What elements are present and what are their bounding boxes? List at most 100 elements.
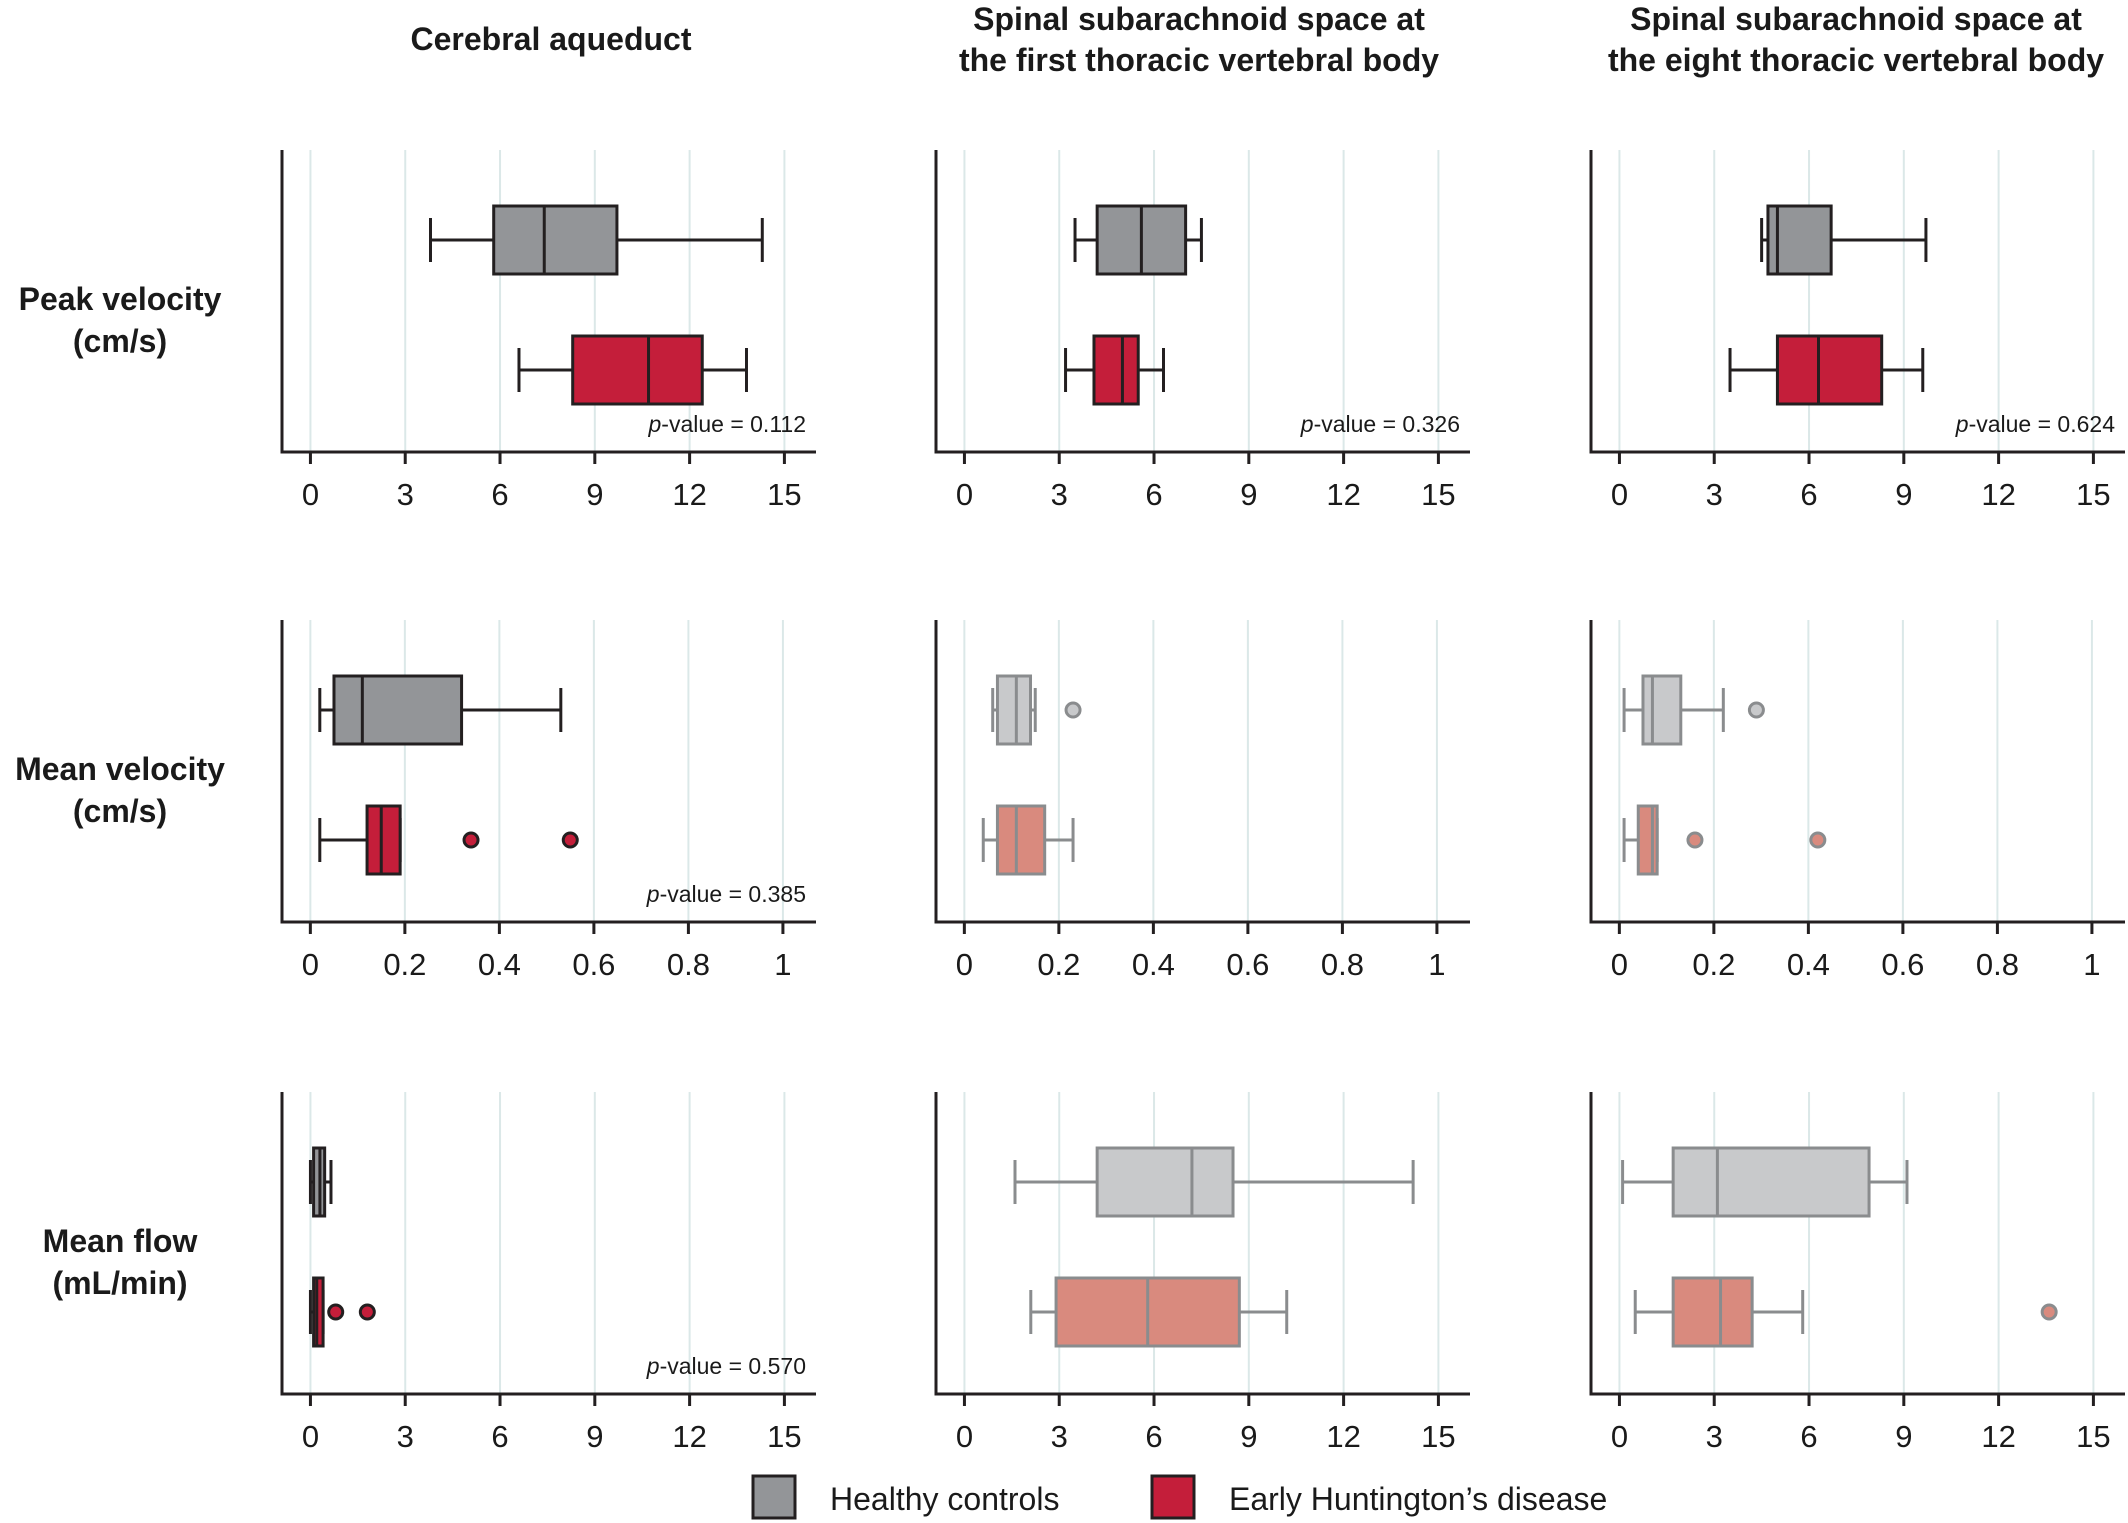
p-value-prefix: p: [647, 411, 661, 437]
panel-r2-c2: 0 3 6 9 12 15: [1589, 1092, 2125, 1454]
legend: Healthy controls Early Huntington’s disea…: [751, 1474, 1607, 1520]
iqr-box: [1671, 1276, 1754, 1348]
p-value-prefix: p: [646, 881, 660, 907]
legend-label-1: Early Huntington’s disease: [1229, 1481, 1607, 1517]
x-tick-label-3: 0.6: [1881, 947, 1924, 982]
iqr-box: [995, 804, 1047, 876]
row-label-2-line-1: (mL/min): [52, 1265, 187, 1301]
box-healthy: [318, 674, 563, 746]
x-tick-label-1: 3: [1051, 477, 1068, 512]
x-tick-label-4: 12: [1981, 477, 2015, 512]
box-huntington: [1633, 1276, 2058, 1348]
box-healthy: [429, 204, 764, 276]
box-healthy: [991, 674, 1082, 746]
row-label-1-line-0: Mean velocity: [15, 751, 225, 787]
box-huntington: [1622, 804, 1827, 876]
x-tick-label-5: 1: [1428, 947, 1445, 982]
box-huntington: [1064, 334, 1166, 406]
x-tick-label-2: 6: [491, 477, 508, 512]
row-label-2-line-0: Mean flow: [43, 1223, 198, 1259]
x-tick-label-1: 0.2: [1037, 947, 1080, 982]
x-tick-label-5: 15: [767, 1419, 801, 1454]
x-tick-label-0: 0: [956, 947, 973, 982]
panel-r2-c1: 0 3 6 9 12 15: [934, 1092, 1470, 1454]
outlier-0: [1064, 701, 1082, 719]
p-value-label: p-value = 0.112: [647, 411, 806, 437]
outlier-0: [1747, 701, 1765, 719]
box-huntington: [308, 1276, 376, 1348]
box-healthy: [1013, 1146, 1415, 1218]
x-tick-label-3: 0.6: [1226, 947, 1269, 982]
row-labels: Peak velocity (cm/s) Mean velocity (cm/s) Me…: [15, 281, 225, 1301]
p-value-prefix: p: [1955, 411, 1969, 437]
iqr-box: [571, 334, 704, 406]
row-label-1-line-1: (cm/s): [73, 793, 167, 829]
box-healthy: [1622, 674, 1765, 746]
x-tick-label-3: 9: [1895, 477, 1912, 512]
iqr-box: [312, 1276, 325, 1348]
legend-label-0: Healthy controls: [830, 1481, 1059, 1517]
x-tick-label-0: 0: [302, 1419, 319, 1454]
p-value-label: p-value = 0.326: [1300, 411, 1460, 437]
row-label-0-line-0: Peak velocity: [19, 281, 222, 317]
x-tick-label-5: 15: [767, 477, 801, 512]
p-value-prefix: p: [646, 1353, 660, 1379]
x-tick-label-2: 0.4: [478, 947, 521, 982]
x-tick-label-2: 6: [1145, 477, 1162, 512]
x-tick-label-0: 0: [1611, 477, 1628, 512]
box-healthy: [1073, 204, 1203, 276]
box-healthy: [1621, 1146, 1909, 1218]
iqr-box: [492, 204, 619, 276]
box-huntington: [981, 804, 1075, 876]
box-huntington: [318, 804, 579, 876]
x-tick-label-3: 0.6: [572, 947, 615, 982]
iqr-box: [1095, 1146, 1235, 1218]
x-tick-label-2: 0.4: [1132, 947, 1175, 982]
x-tick-label-0: 0: [1611, 1419, 1628, 1454]
x-tick-label-1: 3: [1706, 477, 1723, 512]
panel-r0-c2: 0 3 6 9 12 15 p-value = 0.624: [1589, 150, 2125, 512]
x-tick-label-5: 15: [2076, 1419, 2110, 1454]
x-tick-label-0: 0: [302, 947, 319, 982]
column-title-2-line-0: Spinal subarachnoid space at: [1630, 1, 2082, 37]
p-value-label: p-value = 0.570: [646, 1353, 806, 1379]
column-title-1-line-0: Spinal subarachnoid space at: [973, 1, 1425, 37]
column-title-1-line-1: the first thoracic vertebral body: [959, 42, 1439, 78]
iqr-box: [995, 674, 1033, 746]
box-huntington: [517, 334, 748, 406]
iqr-box: [1775, 334, 1884, 406]
x-tick-label-0: 0: [956, 477, 973, 512]
p-value-text: -value = 0.624: [1969, 411, 2116, 437]
x-tick-label-4: 12: [1326, 477, 1360, 512]
iqr-box: [1092, 334, 1140, 406]
x-tick-label-5: 1: [774, 947, 791, 982]
p-value-prefix: p: [1300, 411, 1314, 437]
x-tick-label-3: 9: [1895, 1419, 1912, 1454]
column-title-2-line-1: the eight thoracic vertebral body: [1608, 42, 2104, 78]
outlier-0: [1686, 831, 1704, 849]
p-value-text: -value = 0.112: [661, 411, 806, 437]
column-title-0-line-0: Cerebral aqueduct: [411, 21, 692, 57]
p-value-text: -value = 0.570: [660, 1353, 806, 1379]
x-tick-label-3: 9: [1240, 477, 1257, 512]
legend-swatch-0: [751, 1474, 797, 1520]
x-tick-label-4: 0.8: [667, 947, 710, 982]
x-tick-label-3: 9: [586, 1419, 603, 1454]
x-tick-label-5: 15: [1421, 477, 1455, 512]
panel-r2-c0: 0 3 6 9 12 15 p-value = 0.570: [280, 1092, 816, 1454]
x-tick-label-3: 9: [1240, 1419, 1257, 1454]
x-tick-label-1: 0.2: [383, 947, 426, 982]
column-titles: Cerebral aqueduct Spinal subarachnoid spa…: [411, 1, 2105, 78]
x-tick-label-2: 0.4: [1787, 947, 1830, 982]
x-tick-label-4: 12: [672, 1419, 706, 1454]
panel-r1-c1: 0 0.2 0.4 0.6 0.8 1: [934, 620, 1470, 982]
x-tick-label-4: 12: [1981, 1419, 2015, 1454]
x-tick-label-2: 6: [1145, 1419, 1162, 1454]
p-value-text: -value = 0.326: [1314, 411, 1460, 437]
box-huntington: [1029, 1276, 1289, 1348]
x-tick-label-4: 12: [1326, 1419, 1360, 1454]
x-tick-label-1: 3: [1051, 1419, 1068, 1454]
outlier-1: [358, 1303, 376, 1321]
